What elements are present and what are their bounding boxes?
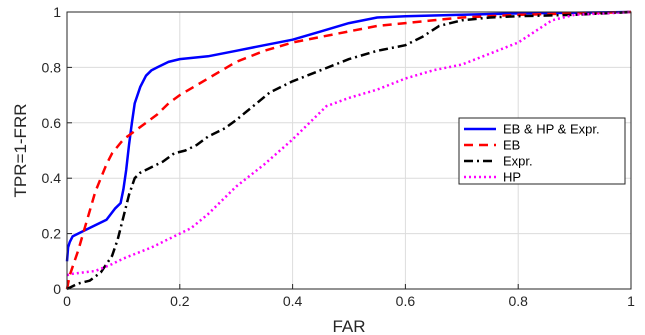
legend-label-2: EB [503,138,520,153]
y-tick-label: 0.2 [42,226,62,242]
x-tick-label: 0.2 [170,293,190,309]
tick-labels: 0 0.2 0.4 0.6 0.8 1 0 0.2 0.4 0.6 0.8 1 [42,4,636,309]
series-lines [65,10,632,291]
legend-label-1: EB & HP & Expr. [503,122,600,137]
legend-label-3: Expr. [503,154,533,169]
series-line-2 [65,10,632,290]
y-tick-label: 0.6 [42,115,62,131]
x-tick-label: 0 [63,293,71,309]
series-line-3 [66,10,632,291]
x-tick-label: 0.4 [283,293,303,309]
y-tick-label: 1 [53,4,61,20]
x-tick-label: 0.6 [396,293,416,309]
y-axis-label: TPR=1-FRR [11,104,30,198]
x-tick-label: 0.8 [508,293,528,309]
y-tick-label: 0.4 [42,170,62,186]
y-tick-label: 0.8 [42,59,62,75]
legend-label-4: HP [503,170,521,185]
x-tick-label: 1 [627,293,635,309]
y-tick-label: 0 [53,281,61,297]
series-line-1 [65,10,632,262]
series-line-4 [66,10,632,277]
plot-frame [66,11,632,290]
x-axis-label: FAR [332,317,365,335]
